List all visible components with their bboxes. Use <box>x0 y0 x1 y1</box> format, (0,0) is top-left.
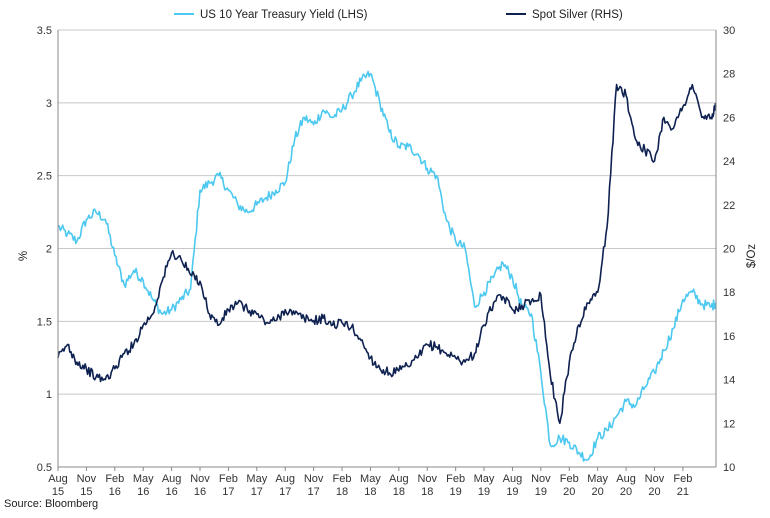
x-axis-tick-year: 21 <box>677 486 689 498</box>
x-axis-tick-month: Feb <box>560 473 579 485</box>
x-axis-tick-year: 17 <box>222 486 234 498</box>
left-axis-tick-label: 3 <box>46 98 52 110</box>
x-axis-tick-year: 18 <box>421 486 433 498</box>
x-axis-tick-month: May <box>587 473 608 485</box>
x-axis-tick-month: May <box>360 473 381 485</box>
series-lines <box>57 70 717 462</box>
x-axis-tick-month: Nov <box>531 473 551 485</box>
right-axis-tick-label: 10 <box>723 462 735 474</box>
x-axis-tick-year: 16 <box>194 486 206 498</box>
x-axis-tick-year: 20 <box>620 486 632 498</box>
x-axis-tick-month: Nov <box>417 473 437 485</box>
x-axis-tick-month: Feb <box>105 473 124 485</box>
x-axis-tick-year: 19 <box>450 486 462 498</box>
x-axis-tick-year: 18 <box>336 486 348 498</box>
left-axis-tick-label: 1.5 <box>37 316 52 328</box>
right-axis-tick-label: 16 <box>723 331 735 343</box>
x-axis-tick-month: Feb <box>446 473 465 485</box>
x-axis-tick-month: May <box>246 473 267 485</box>
left-axis-title: % <box>18 251 30 261</box>
legend-label-treasury: US 10 Year Treasury Yield (LHS) <box>200 9 368 21</box>
right-axis-tick-label: 22 <box>723 200 735 212</box>
x-axis-tick-month: Nov <box>190 473 210 485</box>
x-axis-tick-month: Nov <box>77 473 97 485</box>
x-axis-tick-month: Feb <box>333 473 352 485</box>
grid-lines <box>58 29 716 395</box>
x-axis-tick-month: Aug <box>48 473 68 485</box>
right-axis-tick-labels: 10 12 14 16 18 20 22 24 26 28 30 <box>723 25 735 474</box>
right-axis-tick-label: 20 <box>723 244 735 256</box>
x-axis-tick-month: Aug <box>389 473 409 485</box>
x-axis-tick-year: 16 <box>109 486 121 498</box>
right-axis-tick-label: 26 <box>723 112 735 124</box>
x-axis-tick-year: 15 <box>80 486 92 498</box>
x-axis-tick-year: 15 <box>52 486 64 498</box>
right-axis-tick-label: 24 <box>723 156 735 168</box>
x-axis-tick-year: 17 <box>308 486 320 498</box>
right-axis-tick-label: 30 <box>723 25 735 37</box>
x-axis-tick-year: 19 <box>535 486 547 498</box>
x-axis-tick-month: Aug <box>616 473 636 485</box>
x-axis-tick-year: 19 <box>506 486 518 498</box>
x-axis-tick-year: 18 <box>393 486 405 498</box>
left-axis-tick-label: 1 <box>46 389 52 401</box>
x-axis-tick-labels: Aug15Nov15Feb16May16Aug16Nov16Feb17May17… <box>48 467 692 498</box>
x-axis-tick-month: May <box>133 473 154 485</box>
right-axis-tick-label: 28 <box>723 69 735 81</box>
x-axis-tick-month: Aug <box>275 473 295 485</box>
right-axis-tick-label: 12 <box>723 418 735 430</box>
x-axis-tick-year: 16 <box>165 486 177 498</box>
right-axis-tick-label: 18 <box>723 287 735 299</box>
left-axis-tick-label: 2 <box>46 244 52 256</box>
series-line-spot-silver <box>57 83 717 425</box>
x-axis-tick-year: 17 <box>279 486 291 498</box>
legend: US 10 Year Treasury Yield (LHS) Spot Sil… <box>174 9 623 21</box>
right-axis-title: $/Oz <box>746 244 758 269</box>
x-axis-tick-month: May <box>474 473 495 485</box>
x-axis-tick-month: Feb <box>219 473 238 485</box>
x-axis-tick-month: Aug <box>162 473 182 485</box>
x-axis-tick-year: 18 <box>364 486 376 498</box>
x-axis-tick-year: 20 <box>592 486 604 498</box>
x-axis-tick-year: 16 <box>137 486 149 498</box>
left-axis-tick-label: 0.5 <box>37 462 52 474</box>
legend-label-silver: Spot Silver (RHS) <box>532 9 623 21</box>
x-axis-tick-year: 17 <box>251 486 263 498</box>
left-axis-tick-labels: 0.5 1 1.5 2 2.5 3 3.5 <box>37 25 52 474</box>
series-line-treasury-yield <box>57 70 717 462</box>
x-axis-tick-year: 20 <box>648 486 660 498</box>
right-axis-tick-label: 14 <box>723 375 735 387</box>
x-axis-tick-year: 19 <box>478 486 490 498</box>
left-axis-tick-label: 2.5 <box>37 171 52 183</box>
x-axis-tick-month: Feb <box>673 473 692 485</box>
source-note: Source: Bloomberg <box>4 498 99 510</box>
x-axis-tick-year: 20 <box>563 486 575 498</box>
x-axis-tick-month: Nov <box>304 473 324 485</box>
x-axis-tick-month: Aug <box>503 473 523 485</box>
x-axis-tick-month: Nov <box>645 473 665 485</box>
left-axis-tick-label: 3.5 <box>37 25 52 37</box>
